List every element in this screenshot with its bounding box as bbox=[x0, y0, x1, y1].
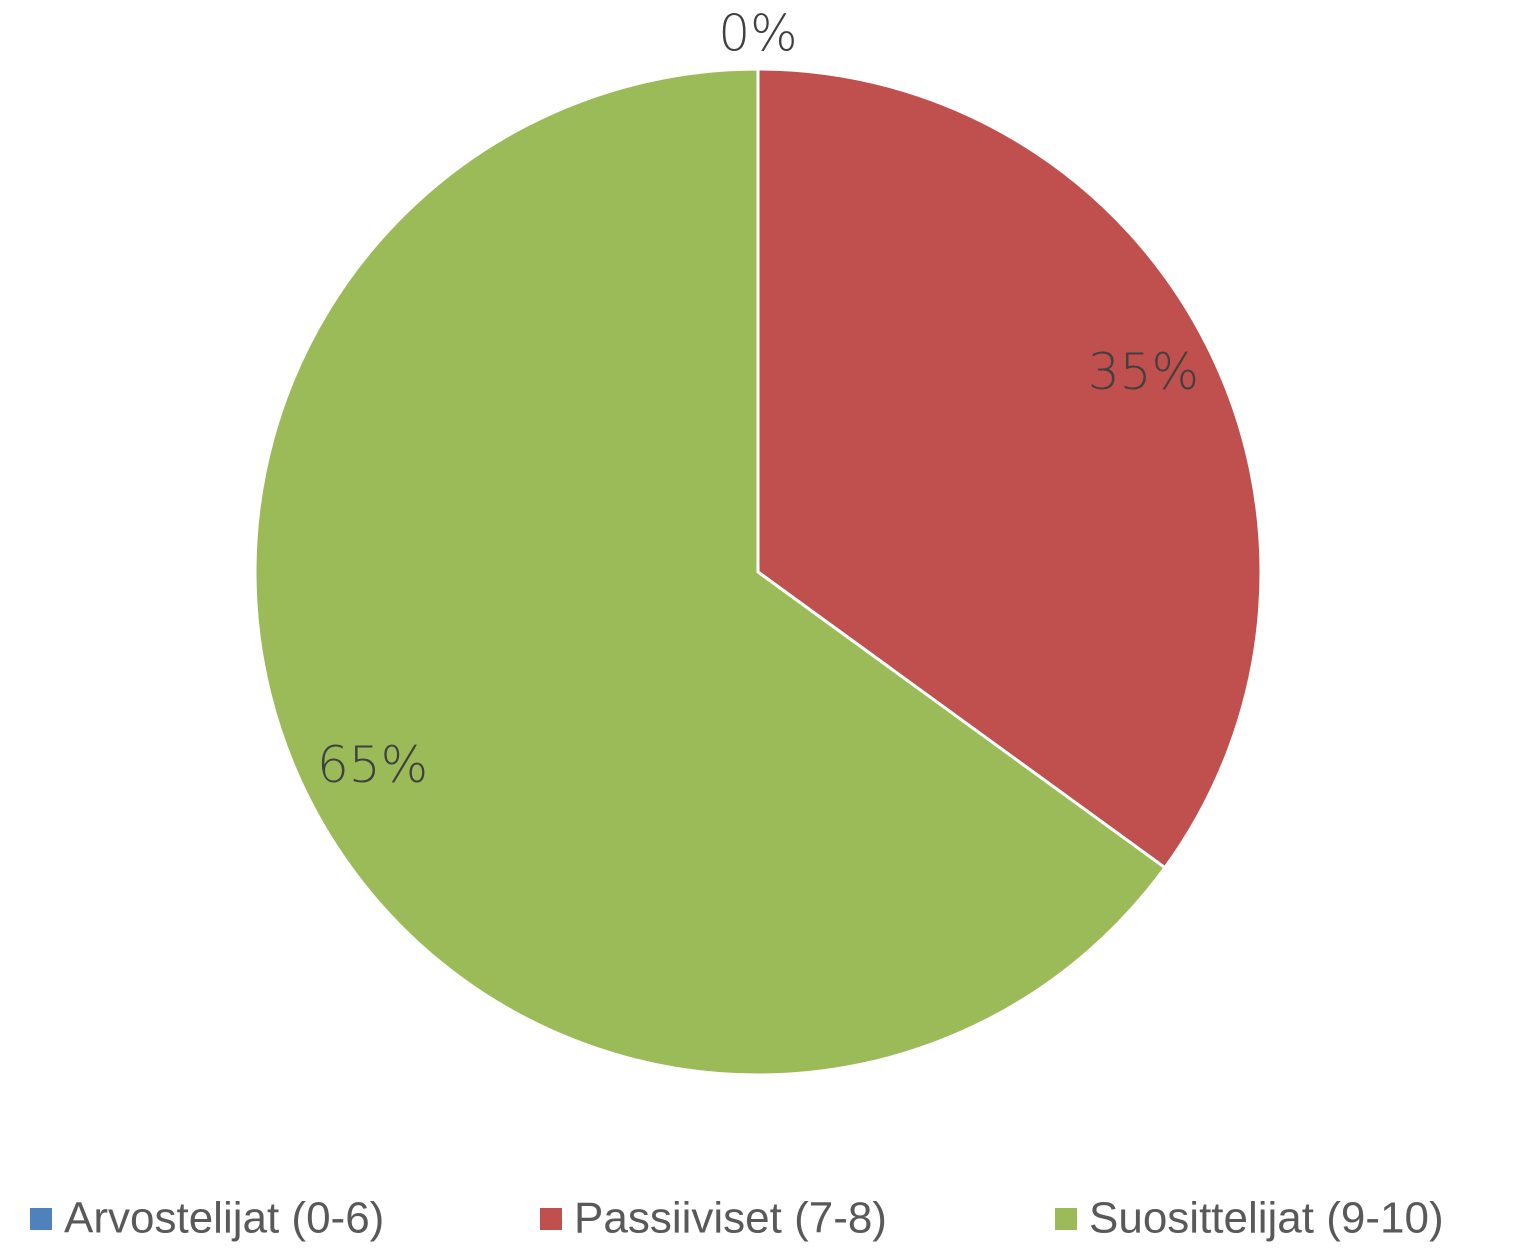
legend-swatch bbox=[30, 1208, 52, 1230]
legend-swatch bbox=[1055, 1208, 1077, 1230]
pie-slice bbox=[756, 67, 1263, 870]
legend-swatch bbox=[540, 1208, 562, 1230]
legend-label: Passiiviset (7-8) bbox=[574, 1194, 887, 1243]
legend-label: Suosittelijat (9-10) bbox=[1089, 1194, 1444, 1243]
data-label: 35% bbox=[1088, 343, 1199, 401]
data-label: 65% bbox=[317, 736, 428, 794]
legend-label: Arvostelijat (0-6) bbox=[64, 1194, 384, 1243]
pie-slice bbox=[253, 67, 1168, 1077]
data-label: 0% bbox=[718, 5, 797, 63]
